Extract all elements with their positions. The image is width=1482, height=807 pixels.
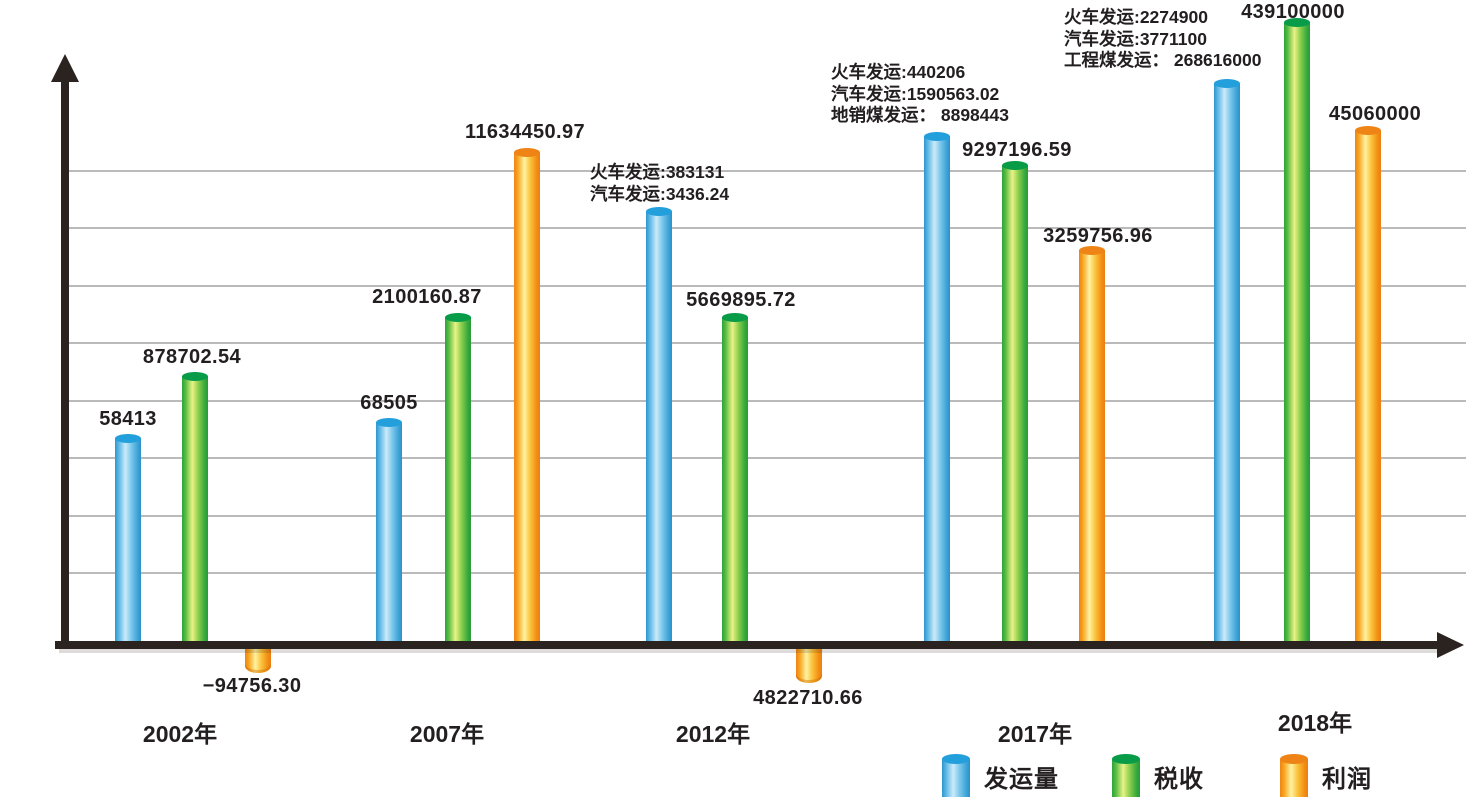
bar-value-label-green-2007: 2100160.87: [372, 286, 482, 308]
legend-item-tax: 税收: [1112, 754, 1204, 797]
bar-value-label-green-2017: 9297196.59: [962, 139, 1072, 161]
cylinder-cap: [182, 372, 208, 381]
bar-value-label-orange-2012: 4822710.66: [753, 687, 863, 709]
y-axis-arrow-icon: [51, 54, 79, 82]
x-axis-label-2002: 2002年: [142, 721, 218, 747]
x-axis-label-2018: 2018年: [1277, 710, 1353, 736]
gridline: [67, 285, 1466, 287]
gridline: [67, 342, 1466, 344]
bar-orange-2007: [514, 148, 540, 646]
bar-blue-2012: [646, 207, 672, 646]
bar-orange-2002: [245, 645, 271, 673]
legend-label-profit: 利润: [1322, 765, 1372, 793]
x-axis: [55, 641, 1441, 649]
annotation-line: 火车发运:440206: [831, 62, 966, 82]
gridline: [67, 227, 1466, 229]
bar-blue-2007: [376, 418, 402, 646]
bar-value-label-orange-2002: −94756.30: [202, 675, 302, 697]
legend-item-shipment: 发运量: [942, 754, 1059, 797]
bar-value-label-orange-2018: 45060000: [1328, 103, 1422, 125]
legend-label-tax: 税收: [1154, 765, 1204, 793]
bar-value-label-green-2002: 878702.54: [142, 346, 242, 368]
cylinder-cap: [1355, 126, 1381, 135]
annotation-line: 汽车发运:3436.24: [590, 183, 730, 204]
bar-value-label-green-2018: 439100000: [1241, 1, 1345, 23]
cylinder-cap: [445, 313, 471, 322]
legend-swatch-orange-cylinder-icon: [1280, 754, 1308, 797]
cylinder-cap: [1284, 18, 1310, 27]
bar-green-2007: [445, 313, 471, 646]
cylinder-cap: [1079, 246, 1105, 255]
annotation-line: 火车发运:383131: [590, 162, 725, 182]
legend-swatch-blue-cylinder-icon: [942, 754, 970, 797]
bar-value-label-orange-2007: 11634450.97: [464, 121, 586, 143]
bar-blue-2002: [115, 434, 141, 646]
bar-green-2018: [1284, 18, 1310, 646]
annotation-line: 地销煤发运： 8898443: [831, 105, 1009, 125]
annotation-line: 火车发运:2274900: [1064, 7, 1208, 27]
bar-value-label-blue-2007: 68505: [360, 392, 418, 414]
cylinder-cap: [646, 207, 672, 216]
x-axis-arrow-icon: [1437, 632, 1464, 658]
cylinder-cap: [115, 434, 141, 443]
bar-green-2002: [182, 372, 208, 646]
bar-blue-2018: [1214, 79, 1240, 646]
cylinder-cap: [1214, 79, 1240, 88]
cylinder-cap: [924, 132, 950, 141]
legend-item-profit: 利润: [1280, 754, 1372, 797]
bar-value-label-green-2012: 5669895.72: [686, 289, 796, 311]
gridline: [67, 572, 1466, 574]
bar-orange-2012: [796, 645, 822, 683]
bar-orange-2018: [1355, 126, 1381, 646]
cylinder-cap: [722, 313, 748, 322]
bar-value-label-blue-2002: 58413: [99, 408, 157, 430]
legend-swatch-green-cylinder-icon: [1112, 754, 1140, 797]
gridline: [67, 170, 1466, 172]
bar-green-2017: [1002, 161, 1028, 646]
gridline: [67, 400, 1466, 402]
annotation-2012: 火车发运:383131 汽车发运:3436.24: [590, 162, 729, 205]
y-axis: [61, 78, 69, 649]
x-axis-label-2012: 2012年: [675, 721, 751, 747]
cylinder-cap: [514, 148, 540, 157]
cylinder-cap: [376, 418, 402, 427]
annotation-line: 汽车发运:1590563.02: [831, 83, 1000, 104]
bar-value-label-orange-2017: 3259756.96: [1043, 225, 1153, 247]
bar-green-2012: [722, 313, 748, 646]
x-axis-label-2007: 2007年: [409, 721, 485, 747]
annotation-line: 汽车发运:3771100: [1064, 28, 1207, 49]
annotation-line: 工程煤发运： 268616000: [1064, 50, 1262, 70]
bar-orange-2017: [1079, 246, 1105, 646]
x-axis-label-2017: 2017年: [997, 721, 1073, 747]
gridline: [67, 515, 1466, 517]
bar-blue-2017: [924, 132, 950, 646]
cylinder-cap: [1002, 161, 1028, 170]
annotation-2018: 火车发运:2274900 汽车发运:3771100 工程煤发运： 268616000: [1064, 7, 1261, 72]
gridline: [67, 457, 1466, 459]
annotation-2017: 火车发运:440206 汽车发运:1590563.02 地销煤发运： 8898443: [831, 62, 1009, 127]
legend-label-shipment: 发运量: [984, 765, 1059, 793]
